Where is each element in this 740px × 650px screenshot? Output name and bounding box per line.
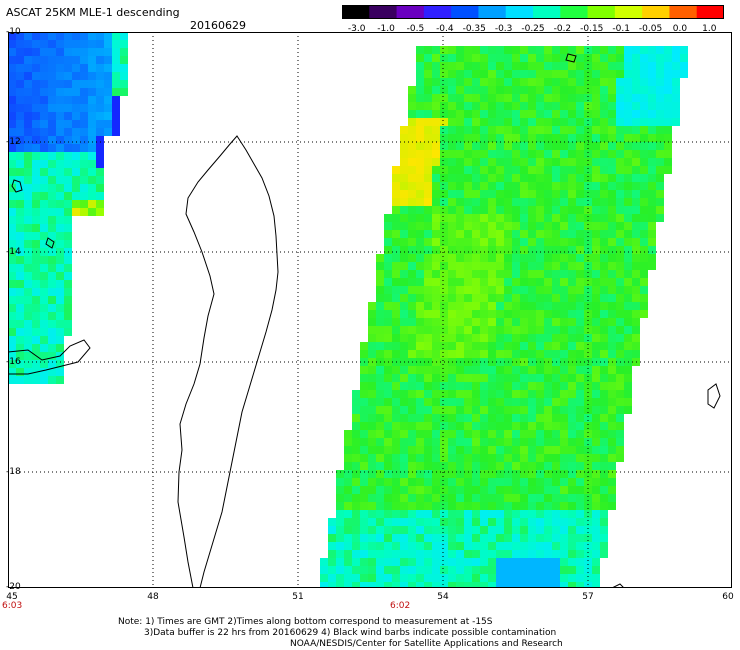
pass-time-label: 6:03 [2,601,23,611]
color-scale-swatch [533,5,561,19]
island-coastline [11,179,23,193]
island-coastline [611,583,625,588]
color-scale-tick-label: -0.1 [612,24,630,34]
color-scale-tick-label: -0.05 [638,24,663,34]
note-line-3: NOAA/NESDIS/Center for Satellite Applica… [290,639,563,649]
color-scale-tick-label: -0.3 [494,24,513,34]
swath-data [8,32,688,588]
color-scale-swatch [369,5,398,19]
color-scale-tick-label: -3.0 [347,24,366,34]
longitude-label: 54 [437,592,449,602]
note-line-1: Note: 1) Times are GMT 2)Times along bot… [118,617,493,627]
color-scale-border [342,5,724,19]
island-coastline [707,383,721,409]
color-scale-swatch [696,5,724,19]
color-scale-swatch [505,5,534,19]
map-plot [8,32,732,588]
map-frame [8,32,732,588]
color-scale-swatch [642,5,670,19]
latitude-label: -20 [6,582,21,592]
latitude-label: -18 [6,467,21,477]
color-scale-tick-label: -1.0 [377,24,395,34]
longitude-label: 57 [582,592,594,602]
island-coastline [45,237,55,249]
color-scale-tick-label: -0.4 [436,24,454,34]
color-scale-swatch [423,5,452,19]
longitude-label: 51 [292,592,304,602]
color-scale-tick-label: 0.0 [672,24,688,34]
color-scale-tick-label: -0.35 [462,24,486,34]
color-scale-bar [342,5,724,19]
product-date: 20160629 [190,19,246,32]
pass-time-label: 6:02 [390,601,411,611]
latitude-label: -14 [6,247,21,257]
island-coastline [565,53,577,63]
color-scale-swatch [478,5,507,19]
color-scale-swatch [669,5,698,19]
color-scale-swatch [560,5,589,19]
color-scale-swatch [587,5,616,19]
color-scale-tick-label: -0.2 [553,24,572,34]
color-scale-tick-label: -0.25 [521,24,545,34]
color-scale-swatch [342,5,370,19]
color-scale-swatch [396,5,425,19]
note-line-2: 3)Data buffer is 22 hrs from 20160629 4)… [144,628,557,638]
color-scale-tick-label: 1.0 [702,24,717,34]
island-coastline [8,339,91,375]
latitude-label: -10 [6,27,21,37]
latitude-label: -12 [6,137,21,147]
color-scale-swatch [614,5,643,19]
longitude-label: 48 [147,592,159,602]
color-scale-tick-label: -0.15 [580,24,604,34]
longitude-label: 45 [6,592,18,602]
color-scale-tick-label: -0.5 [406,24,425,34]
latitude-label: -16 [6,357,21,367]
color-scale-swatch [451,5,479,19]
madagascar-coastline [177,135,279,588]
longitude-label: 60 [722,592,734,602]
coastline [8,53,721,588]
lat-lon-grid [8,32,732,588]
product-title: ASCAT 25KM MLE-1 descending [6,6,180,19]
